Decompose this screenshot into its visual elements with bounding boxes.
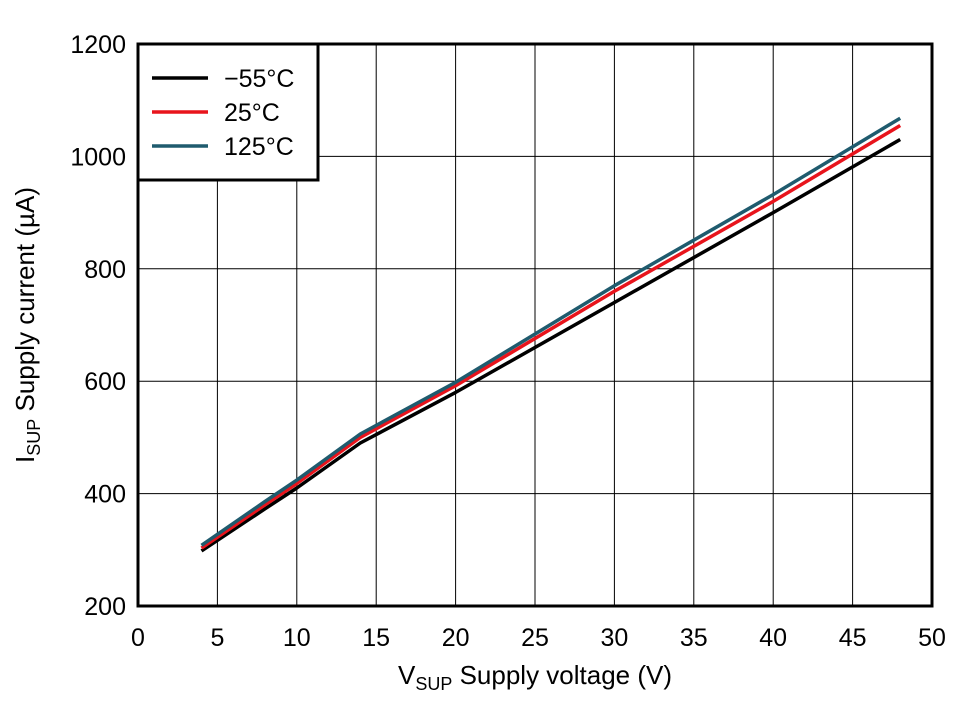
x-tick-label: 45 (839, 624, 867, 652)
x-axis-title: VSUP Supply voltage (V) (398, 660, 672, 694)
y-tick-label: 1000 (70, 143, 126, 171)
series-line (200, 123, 902, 550)
x-tick-label: 30 (600, 624, 628, 652)
x-tick-label: 0 (131, 624, 145, 652)
x-tick-label: 15 (362, 624, 390, 652)
y-tick-label: 400 (84, 481, 126, 509)
series-lines (200, 116, 902, 553)
y-tick-label: 1200 (70, 31, 126, 59)
legend-label: 125°C (224, 133, 294, 161)
x-tick-label: 5 (210, 624, 224, 652)
y-tick-label: 800 (84, 256, 126, 284)
x-tick-label: 40 (759, 624, 787, 652)
y-tick-label: 200 (84, 593, 126, 621)
tick-labels: 0 5 10 15 20 25 30 35 40 45 50 200 400 600 800 1000 1200 (70, 31, 946, 652)
x-tick-label: 20 (442, 624, 470, 652)
legend-label: −55°C (224, 65, 294, 93)
x-tick-label: 10 (283, 624, 311, 652)
plot-frame (136, 42, 934, 608)
y-axis-title: ISUP Supply current (µA) (10, 187, 44, 463)
series-line (200, 137, 902, 553)
y-tick-label: 600 (84, 368, 126, 396)
legend-label: 25°C (224, 99, 280, 127)
series-line (200, 116, 902, 547)
x-tick-label: 35 (680, 624, 708, 652)
x-tick-label: 50 (918, 624, 946, 652)
legend: −55°C 25°C 125°C (136, 42, 320, 182)
x-tick-label: 25 (521, 624, 549, 652)
